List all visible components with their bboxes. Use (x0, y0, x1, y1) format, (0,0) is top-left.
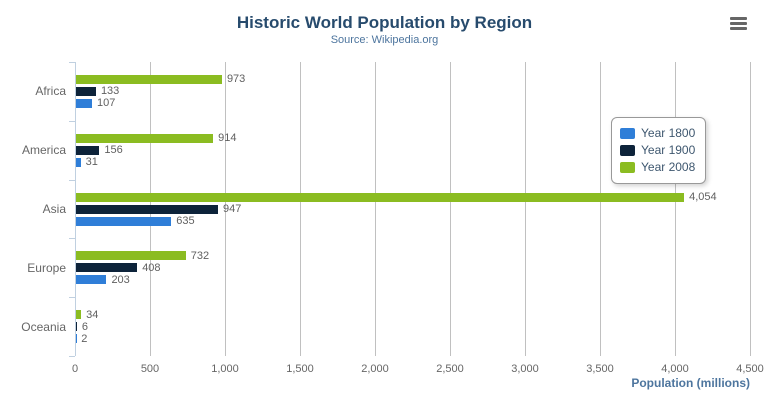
bar-year-1900-america[interactable] (76, 145, 100, 155)
bar-year-1800-africa[interactable] (76, 98, 93, 108)
category-label-africa: Africa (35, 84, 66, 99)
bar-year-1800-europe[interactable] (76, 275, 107, 285)
gridline (225, 62, 226, 356)
x-axis-title: Population (millions) (631, 376, 750, 390)
legend-label: Year 1800 (641, 126, 696, 140)
legend-item-year-2008[interactable]: Year 2008 (620, 160, 695, 175)
gridline (300, 62, 301, 356)
legend-item-year-1900[interactable]: Year 1900 (620, 143, 695, 158)
bar-year-1900-oceania[interactable] (76, 322, 77, 332)
data-label-year-1900-africa: 133 (100, 85, 120, 98)
legend: Year 1800 Year 1900 Year 2008 (611, 117, 707, 184)
bar-year-2008-europe[interactable] (76, 251, 186, 261)
data-label-year-1900-europe: 408 (142, 261, 161, 274)
data-label-year-2008-america: 914 (218, 132, 237, 145)
legend-swatch-year-1900 (620, 145, 635, 156)
category-axis-tick (69, 62, 75, 63)
x-tick-label: 2,000 (361, 363, 389, 375)
data-label-year-2008-africa: 973 (226, 73, 246, 86)
gridline (375, 62, 376, 356)
chart-subtitle: Source: Wikipedia.org (330, 34, 439, 46)
data-label-year-1800-africa: 107 (97, 97, 116, 110)
bar-year-1800-asia[interactable] (76, 216, 172, 226)
bar-year-1900-africa[interactable] (76, 86, 96, 96)
category-axis-tick (69, 297, 75, 299)
data-label-year-1800-oceania: 2 (81, 332, 88, 345)
x-tick-label: 2,500 (436, 363, 464, 375)
category-axis-tick (69, 120, 75, 122)
gridline (675, 62, 676, 356)
data-label-year-1800-america: 31 (85, 156, 98, 169)
x-tick-label: 3,500 (586, 363, 614, 375)
data-label-year-1800-europe: 203 (111, 273, 130, 286)
x-tick-label: 1,500 (286, 363, 314, 375)
y-axis-line (75, 62, 76, 356)
category-label-europe: Europe (27, 260, 66, 275)
hamburger-bar (730, 27, 747, 30)
hamburger-bar (730, 17, 747, 20)
bar-year-1800-america[interactable] (76, 157, 81, 167)
bar-year-2008-africa[interactable] (76, 74, 222, 84)
gridline (750, 62, 751, 356)
data-label-year-1900-oceania: 6 (81, 320, 89, 333)
bar-year-1900-asia[interactable] (76, 204, 219, 214)
x-tick-label: 4,000 (661, 363, 689, 375)
x-tick-label: 4,500 (736, 363, 764, 375)
category-label-america: America (21, 143, 66, 158)
x-tick-label: 500 (140, 363, 160, 375)
gridline (600, 62, 601, 356)
legend-label: Year 2008 (641, 160, 696, 174)
x-tick-label: 3,000 (511, 363, 539, 375)
bar-year-2008-asia[interactable] (76, 192, 685, 202)
bar-year-2008-oceania[interactable] (76, 310, 82, 320)
data-label-year-1900-america: 156 (104, 144, 123, 157)
bar-year-2008-america[interactable] (76, 133, 214, 143)
category-label-oceania: Oceania (21, 319, 66, 334)
data-label-year-1900-asia: 947 (223, 203, 242, 215)
bar-year-1800-oceania[interactable] (76, 334, 77, 344)
hamburger-bar (730, 22, 747, 25)
hamburger-menu-icon[interactable] (730, 17, 747, 31)
category-label-asia: Asia (42, 202, 66, 216)
legend-label: Year 1900 (641, 143, 696, 157)
category-axis-tick (69, 356, 75, 357)
legend-swatch-year-2008 (620, 162, 635, 173)
category-axis-tick (69, 238, 75, 240)
bar-year-1900-europe[interactable] (76, 263, 138, 273)
x-tick-label: 0 (71, 363, 79, 375)
gridline (525, 62, 526, 356)
x-tick-label: 1,000 (211, 363, 239, 375)
category-axis-tick (69, 179, 75, 181)
chart-title: Historic World Population by Region (236, 13, 533, 32)
data-label-year-2008-oceania: 34 (86, 308, 99, 321)
data-label-year-2008-europe: 732 (190, 249, 210, 262)
legend-swatch-year-1800 (620, 128, 635, 139)
gridline (450, 62, 451, 356)
data-label-year-1800-asia: 635 (176, 215, 195, 227)
legend-item-year-1800[interactable]: Year 1800 (620, 126, 695, 141)
data-label-year-2008-asia: 4,054 (689, 191, 717, 203)
